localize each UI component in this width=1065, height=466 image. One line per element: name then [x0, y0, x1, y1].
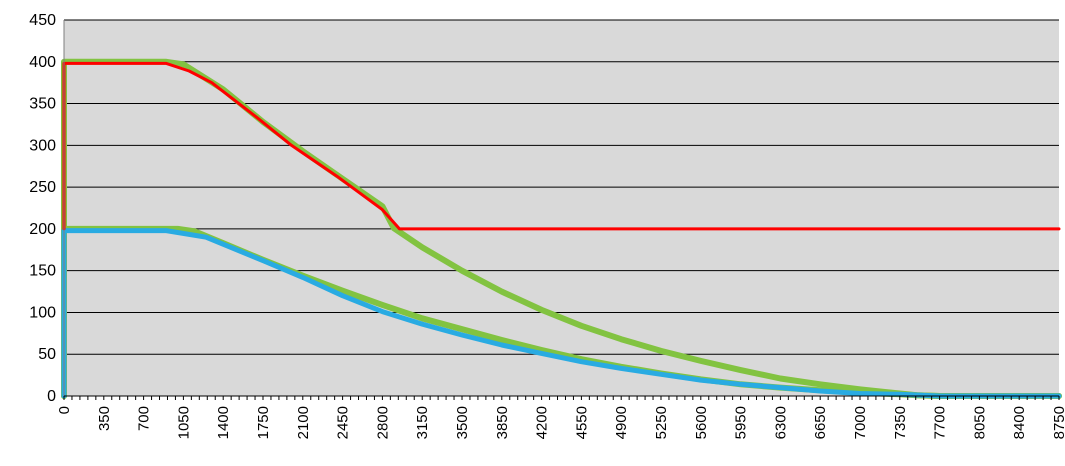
x-tick-label: 4550: [573, 406, 590, 439]
x-tick-labels: 0 350 700 1050 1400 1750 2100 2450 2800 3150 3500 3…: [56, 406, 1065, 439]
x-tick-label: 2450: [335, 406, 352, 439]
y-tick-label: 450: [29, 12, 56, 29]
x-tick-label: 3150: [414, 406, 431, 439]
x-tick-label: 2100: [295, 406, 312, 439]
x-tick-label: 0: [56, 406, 73, 414]
y-tick-labels: 0 50 100 150 200 250 300 350 400 450: [29, 12, 56, 405]
y-tick-label: 300: [29, 137, 56, 154]
x-tick-label: 7000: [852, 406, 869, 439]
x-tick-label: 1750: [255, 406, 272, 439]
x-tick-label: 7700: [932, 406, 949, 439]
y-tick-label: 350: [29, 96, 56, 113]
series-line-3: [61, 228, 1062, 399]
x-tick-label: 1400: [215, 406, 232, 439]
series-line-4: [62, 61, 1061, 231]
x-tick-label: 6300: [772, 406, 789, 439]
x-tick-label: 3500: [454, 406, 471, 439]
y-tick-label: 150: [29, 263, 56, 280]
x-tick-label: 6650: [812, 406, 829, 439]
y-tick-label: 400: [29, 54, 56, 71]
y-tick-label: 100: [29, 304, 56, 321]
x-tick-label: 4200: [534, 406, 551, 439]
y-tick-label: 200: [29, 221, 56, 238]
x-tick-label: 8400: [1011, 406, 1028, 439]
x-tick-label: 2800: [374, 406, 391, 439]
x-minor-ticks: [63, 396, 1060, 400]
x-tick-label: 7350: [892, 406, 909, 439]
x-tick-label: 700: [136, 406, 153, 431]
x-tick-label: 3850: [494, 406, 511, 439]
y-tick-label: 250: [29, 179, 56, 196]
x-tick-label: 4900: [613, 406, 630, 439]
x-tick-label: 5600: [693, 406, 710, 439]
plot-background: [64, 20, 1059, 396]
y-tick-label: 50: [38, 346, 56, 363]
x-tick-label: 8750: [1051, 406, 1065, 439]
x-tick-label: 5250: [653, 406, 670, 439]
x-tick-label: 8050: [971, 406, 988, 439]
gridlines: [64, 19, 1059, 355]
series-layer: [61, 58, 1062, 399]
x-tick-label: 5950: [733, 406, 750, 439]
y-tick-label: 0: [47, 388, 56, 405]
x-tick-label: 1050: [175, 406, 192, 439]
x-tick-label: 350: [96, 406, 113, 431]
